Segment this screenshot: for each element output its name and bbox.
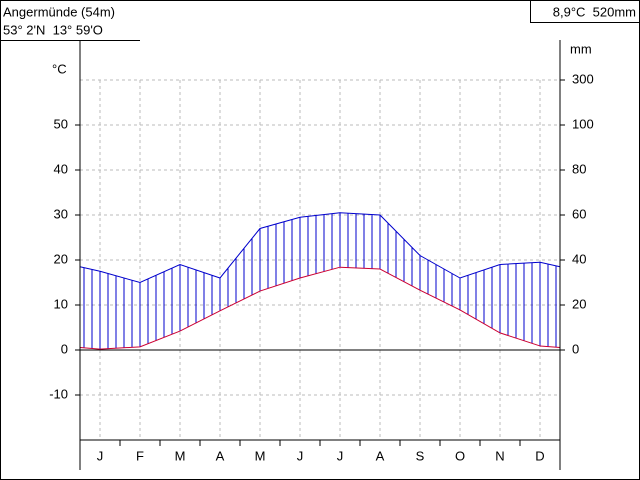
x-tick-label: J <box>337 448 344 463</box>
y-tick-label: 50 <box>54 116 68 131</box>
y-tick-label: 10 <box>54 296 68 311</box>
y2-tick-label: 80 <box>572 161 586 176</box>
y2-tick-label: 40 <box>572 251 586 266</box>
x-tick-label: O <box>455 448 465 463</box>
y2-tick-label: 0 <box>572 341 579 356</box>
y2-tick-label: 300 <box>572 71 594 86</box>
y-tick-label: 20 <box>54 251 68 266</box>
y2-tick-label: 100 <box>572 116 594 131</box>
y-tick-label: -10 <box>49 386 68 401</box>
y-axis-label: °C <box>52 61 67 76</box>
x-tick-label: M <box>255 448 266 463</box>
x-tick-label: A <box>376 448 385 463</box>
y-tick-label: 40 <box>54 161 68 176</box>
chart-subtitle: 53° 2'N 13° 59'O <box>3 22 103 37</box>
y-tick-label: 30 <box>54 206 68 221</box>
annotation: 8,9°C 520mm <box>553 4 636 19</box>
y2-tick-label: 60 <box>572 206 586 221</box>
chart-title: Angermünde (54m) <box>3 4 115 19</box>
y-tick-label: 0 <box>61 341 68 356</box>
x-tick-label: F <box>136 448 144 463</box>
y2-tick-label: 20 <box>572 296 586 311</box>
x-tick-label: A <box>216 448 225 463</box>
x-tick-label: J <box>97 448 104 463</box>
x-tick-label: J <box>297 448 304 463</box>
x-tick-label: N <box>495 448 504 463</box>
line-1 <box>99 212 541 284</box>
x-tick-label: S <box>416 448 425 463</box>
line-edge <box>539 345 561 349</box>
line-edge <box>79 266 101 272</box>
x-tick-label: M <box>175 448 186 463</box>
line-edge <box>79 347 101 350</box>
y2-axis-label: mm <box>570 41 592 56</box>
line-0 <box>99 266 541 350</box>
line-edge <box>539 261 561 268</box>
x-tick-label: D <box>535 448 544 463</box>
